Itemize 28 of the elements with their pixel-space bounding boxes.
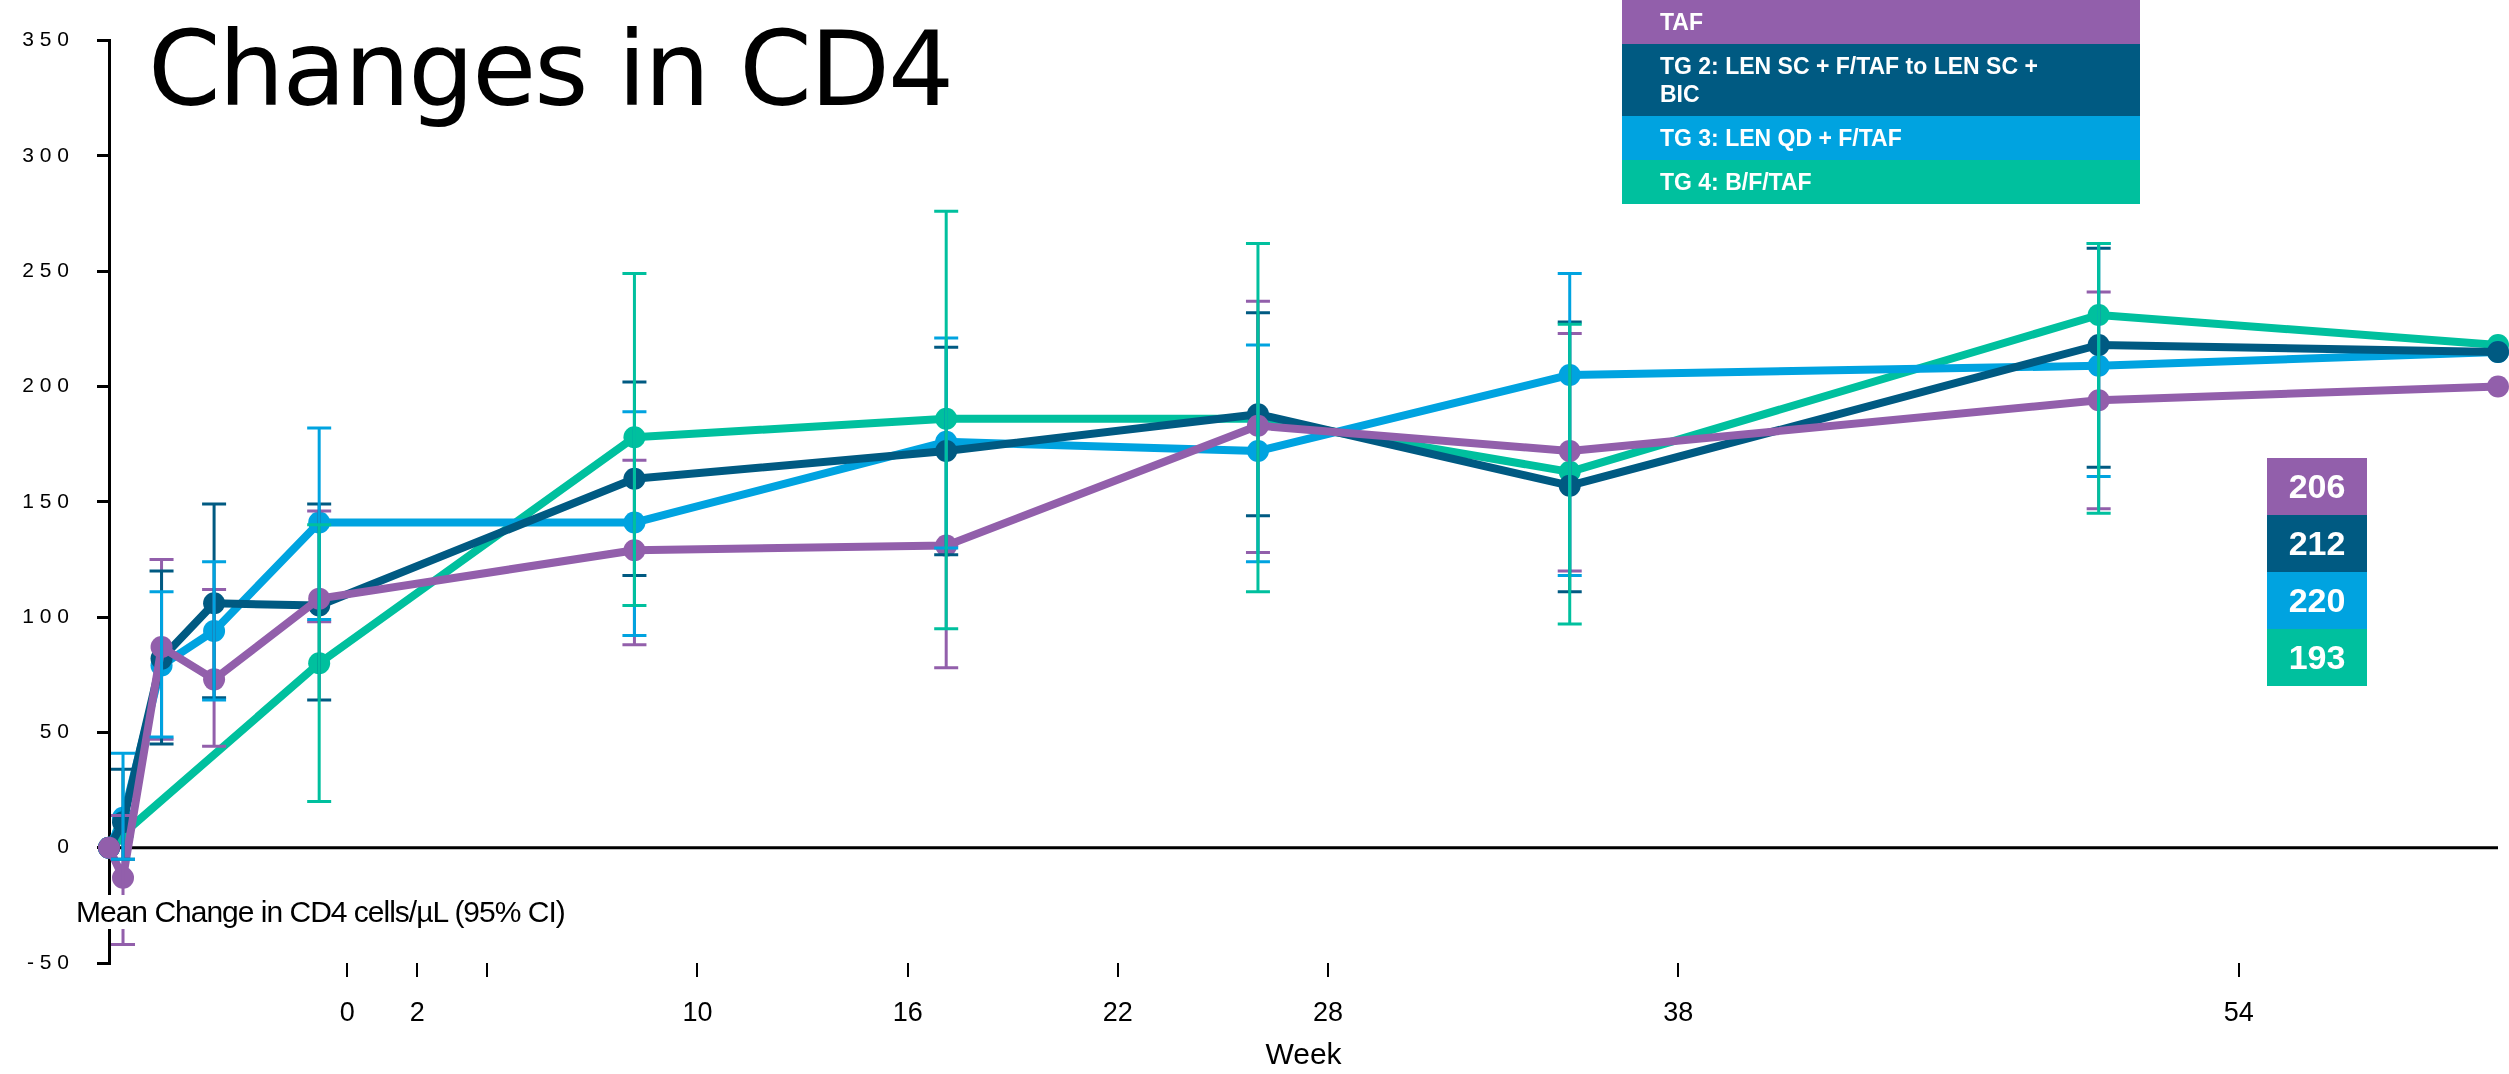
x-tick-label: 16 bbox=[892, 996, 923, 1027]
annotation: 212 bbox=[2267, 515, 2367, 572]
y-axis-title: Mean Change in CD4 cells/µL (95% CI) bbox=[72, 895, 569, 929]
annotation: 220 bbox=[2267, 572, 2367, 629]
y-tick-label: 2 5 0 bbox=[22, 258, 69, 281]
y-tick-label: - 5 0 bbox=[26, 949, 69, 973]
y-tick-label: 3 5 0 bbox=[22, 27, 69, 51]
text: TG 2: LEN SC + F/TAF to LEN SC + BIC bbox=[1622, 44, 2140, 116]
text: TG 3: LEN QD + F/TAF bbox=[1622, 116, 2140, 160]
x-axis-title: Week bbox=[1265, 1037, 1343, 1071]
y-tick-label: 5 0 bbox=[39, 719, 69, 743]
x-tick-label: 10 bbox=[682, 996, 713, 1027]
y-tick-label: 0 bbox=[57, 834, 69, 858]
y-tick-label: 2 0 0 bbox=[22, 373, 69, 397]
text: TAF bbox=[1622, 0, 2140, 44]
x-tick-label: 38 bbox=[1663, 996, 1694, 1027]
x-tick-label: 2 bbox=[409, 996, 425, 1027]
annotation: 206 bbox=[2267, 458, 2367, 515]
y-tick-label: 1 0 0 bbox=[22, 603, 69, 627]
y-tick-label: 3 0 0 bbox=[22, 142, 69, 166]
x-tick-label: 28 bbox=[1313, 996, 1344, 1027]
annotation: 193 bbox=[2267, 629, 2367, 686]
chart-title: Changes in CD4 bbox=[148, 8, 953, 130]
x-tick-label: 54 bbox=[2223, 996, 2254, 1027]
y-tick-label: 1 5 0 bbox=[22, 488, 69, 512]
text: TG 4: B/F/TAF bbox=[1622, 160, 2140, 204]
x-tick-label: 0 bbox=[339, 996, 355, 1027]
x-tick-label: 22 bbox=[1102, 996, 1133, 1027]
